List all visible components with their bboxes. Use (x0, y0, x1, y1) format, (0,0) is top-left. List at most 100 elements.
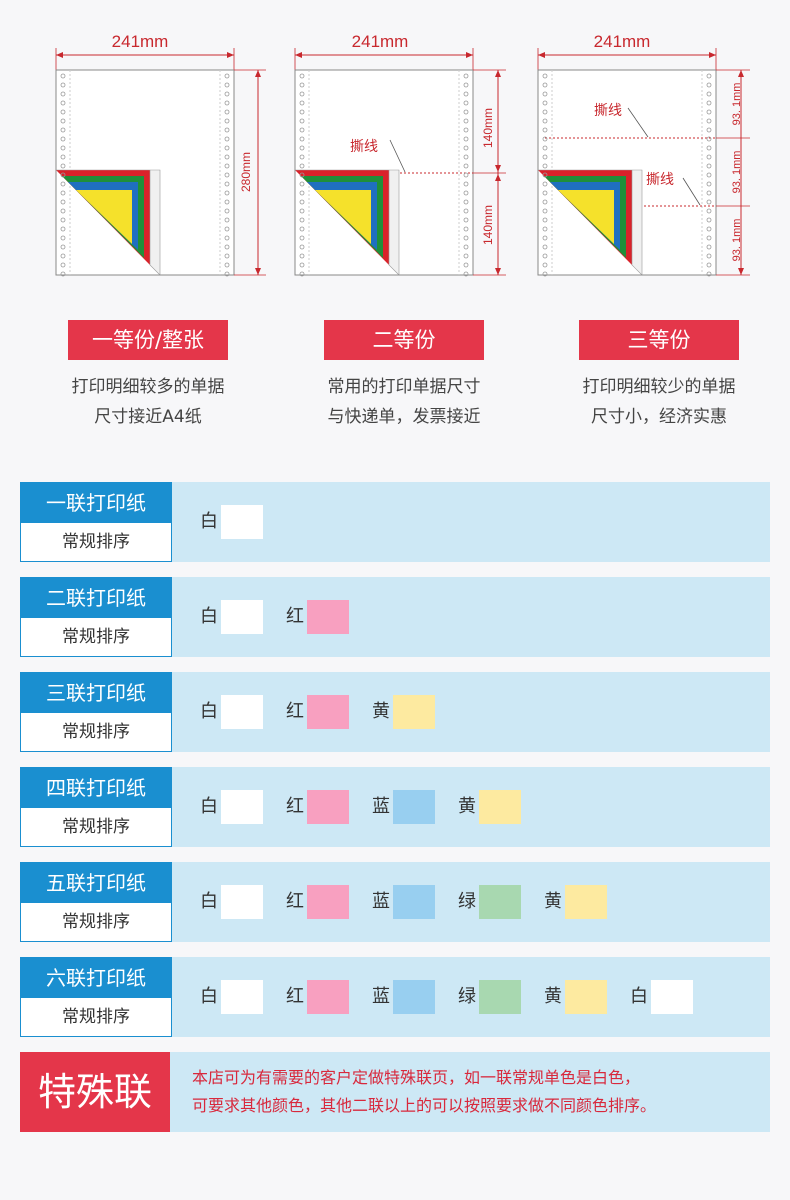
variant-desc-line: 打印明细较多的单据 (71, 377, 225, 397)
color-name: 蓝 (372, 891, 390, 912)
ply-label: 五联打印纸 常规排序 (20, 862, 172, 942)
ply-title: 五联打印纸 (21, 863, 171, 903)
width-label: 241mm (112, 32, 169, 51)
tear-label-lower: 撕线 (646, 172, 674, 188)
color-name: 白 (200, 891, 218, 912)
height-label: 280mm (239, 152, 253, 192)
ply-label: 二联打印纸 常规排序 (20, 577, 172, 657)
tear-label: 撕线 (350, 139, 378, 155)
color-box (565, 885, 607, 919)
color-box (221, 505, 263, 539)
color-box (393, 885, 435, 919)
color-box (479, 980, 521, 1014)
color-box (221, 885, 263, 919)
width-label: 241mm (594, 32, 651, 51)
variant-third: 三等份 打印明细较少的单据 尺寸小，经济实惠 (539, 320, 779, 432)
color-box (479, 790, 521, 824)
variant-desc-line: 与快递单，发票接近 (327, 407, 481, 427)
ply-label: 三联打印纸 常规排序 (20, 672, 172, 752)
tear-label-upper: 撕线 (594, 103, 622, 119)
sprocket-holes (60, 73, 712, 277)
color-name: 黄 (458, 796, 476, 817)
color-box (307, 885, 349, 919)
ply-title: 六联打印纸 (21, 958, 171, 998)
ply-label: 六联打印纸 常规排序 (20, 957, 172, 1037)
ply-row: 六联打印纸常规排序 白 红 蓝 绿 黄 白 (20, 957, 770, 1037)
color-name: 黄 (372, 701, 390, 722)
height-label-1: 93. 1mm (731, 83, 743, 126)
color-box (565, 980, 607, 1014)
variant-desc-line: 打印明细较少的单据 (582, 377, 736, 397)
color-name: 白 (200, 701, 218, 722)
color-name: 白 (200, 986, 218, 1007)
color-box (221, 695, 263, 729)
ply-row: 二联打印纸常规排序 白 红 (20, 577, 770, 657)
ply-title: 三联打印纸 (21, 673, 171, 713)
color-name: 蓝 (372, 796, 390, 817)
variant-title: 三等份 (579, 320, 739, 360)
width-label: 241mm (352, 32, 409, 51)
variant-desc: 打印明细较多的单据 尺寸接近A4纸 (28, 372, 268, 432)
color-box (221, 790, 263, 824)
diagram-full-sheet: 241mm 280mm (55, 32, 266, 276)
diagram-half-sheet: 241mm 撕线 140mm 140mm (294, 32, 506, 276)
color-name: 红 (286, 986, 304, 1007)
color-box (307, 790, 349, 824)
color-box (221, 600, 263, 634)
variant-half: 二等份 常用的打印单据尺寸 与快递单，发票接近 (284, 320, 524, 432)
variant-full: 一等份/整张 打印明细较多的单据 尺寸接近A4纸 (28, 320, 268, 432)
color-name: 红 (286, 891, 304, 912)
color-box (221, 980, 263, 1014)
variant-desc-line: 尺寸小，经济实惠 (591, 407, 727, 427)
color-name: 白 (200, 606, 218, 627)
ply-row: 一联打印纸常规排序 白 (20, 482, 770, 562)
variant-desc: 打印明细较少的单据 尺寸小，经济实惠 (539, 372, 779, 432)
color-name: 黄 (544, 986, 562, 1007)
ply-title: 四联打印纸 (21, 768, 171, 808)
variant-desc-line: 常用的打印单据尺寸 (327, 377, 481, 397)
color-box (393, 980, 435, 1014)
paper-size-diagrams: 241mm 280mm 241mm 撕线 (55, 32, 750, 277)
special-ply-panel: 特殊联 本店可为有需要的客户定做特殊联页，如一联常规单色是白色， 可要求其他颜色… (20, 1052, 770, 1132)
color-box (307, 980, 349, 1014)
color-name: 红 (286, 606, 304, 627)
color-box (479, 885, 521, 919)
height-label-2: 93. 1mm (731, 151, 743, 194)
special-ply-text: 本店可为有需要的客户定做特殊联页，如一联常规单色是白色， 可要求其他颜色，其他二… (192, 1064, 767, 1120)
color-name: 绿 (458, 986, 476, 1007)
ply-title: 一联打印纸 (21, 483, 171, 523)
color-box (393, 695, 435, 729)
ply-title: 二联打印纸 (21, 578, 171, 618)
diagram-third-sheet: 241mm 撕线 撕线 93. 1mm 93. 1mm 93. 1mm (537, 32, 750, 276)
color-name: 黄 (544, 891, 562, 912)
variant-desc: 常用的打印单据尺寸 与快递单，发票接近 (284, 372, 524, 432)
color-name: 绿 (458, 891, 476, 912)
ply-label: 四联打印纸 常规排序 (20, 767, 172, 847)
ply-label: 一联打印纸 常规排序 (20, 482, 172, 562)
color-box (307, 695, 349, 729)
ply-subtitle: 常规排序 (62, 627, 130, 647)
variant-title: 一等份/整张 (68, 320, 228, 360)
ply-subtitle: 常规排序 (62, 817, 130, 837)
height-label-lower: 140mm (481, 205, 495, 245)
ply-row: 三联打印纸常规排序 白 红 黄 (20, 672, 770, 752)
color-box (651, 980, 693, 1014)
color-name: 白 (630, 986, 648, 1007)
variant-desc-line: 尺寸接近A4纸 (94, 407, 202, 427)
height-label-3: 93. 1mm (731, 219, 743, 262)
ply-subtitle: 常规排序 (62, 722, 130, 742)
color-name: 白 (200, 511, 218, 532)
ply-row: 五联打印纸常规排序 白 红 蓝 绿 黄 (20, 862, 770, 942)
ply-subtitle: 常规排序 (62, 1007, 130, 1027)
special-ply-title: 特殊联 (20, 1052, 170, 1132)
height-label-upper: 140mm (481, 108, 495, 148)
ply-subtitle: 常规排序 (62, 912, 130, 932)
color-box (307, 600, 349, 634)
color-name: 红 (286, 796, 304, 817)
color-box (393, 790, 435, 824)
color-name: 蓝 (372, 986, 390, 1007)
color-name: 白 (200, 796, 218, 817)
ply-row: 四联打印纸常规排序 白 红 蓝 黄 (20, 767, 770, 847)
color-name: 红 (286, 701, 304, 722)
ply-subtitle: 常规排序 (62, 532, 130, 552)
